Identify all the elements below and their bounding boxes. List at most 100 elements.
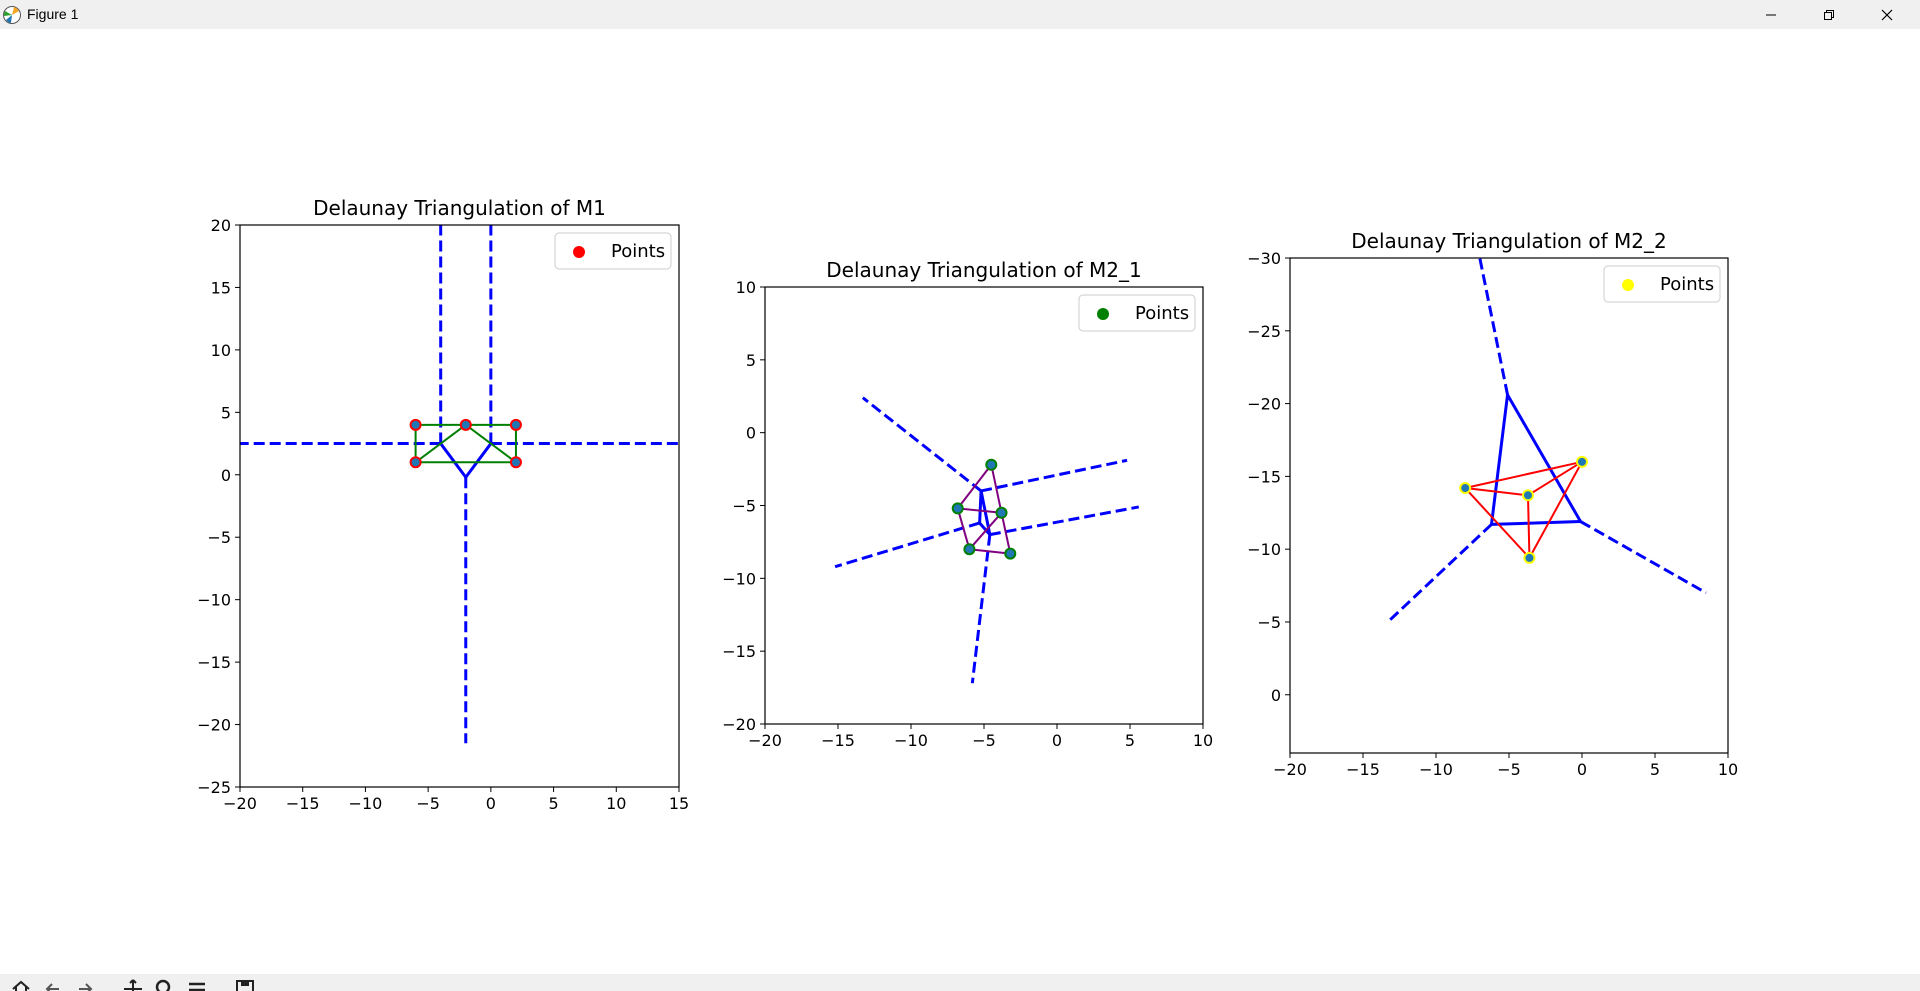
y-tick-label: −20	[722, 715, 756, 734]
legend: Points	[554, 232, 672, 270]
voronoi-ridge-infinite	[1579, 520, 1707, 595]
delaunay-edge	[1528, 461, 1583, 559]
restore-button[interactable]	[1800, 0, 1858, 29]
y-tick-label: 0	[746, 424, 756, 443]
delaunay-edge	[956, 464, 993, 510]
zoom-button[interactable]	[154, 978, 176, 991]
y-tick-label: −10	[1247, 540, 1281, 559]
delaunay-edge	[1000, 512, 1012, 554]
navigation-toolbar	[0, 974, 1920, 991]
axes-frame	[239, 224, 680, 788]
x-tick-label: −20	[223, 794, 257, 813]
data-point-center	[965, 545, 974, 554]
close-button[interactable]	[1858, 0, 1916, 29]
home-button[interactable]	[10, 978, 32, 991]
y-tick-label: −25	[1247, 322, 1281, 341]
delaunay-edge	[415, 424, 467, 464]
y-tick-label: −15	[1247, 467, 1281, 486]
data-point-center	[1523, 491, 1532, 500]
back-button[interactable]	[42, 978, 64, 991]
x-tick-label: 5	[1125, 731, 1135, 750]
voronoi-ridge-finite	[464, 442, 493, 479]
legend-label: Points	[1660, 274, 1714, 295]
y-tick-label: −5	[732, 497, 756, 516]
home-icon	[12, 980, 30, 991]
x-tick-label: 0	[486, 794, 496, 813]
chart-m22: −20 −15 −10 −5 0 5 10 −30 −25 −20 −15 −10 −5 0 Delauna…	[1247, 229, 1738, 779]
data-point-center	[461, 420, 470, 429]
x-tick-label: 5	[1650, 760, 1660, 779]
delaunay-edge	[990, 464, 1003, 513]
delaunay-edge	[1464, 460, 1583, 490]
delaunay-edge	[957, 507, 1002, 514]
data-point-center	[1578, 457, 1586, 466]
close-icon	[1881, 9, 1893, 20]
voronoi-ridge-finite	[1489, 520, 1583, 526]
y-tick-label: 10	[211, 341, 231, 360]
data-point-center	[411, 458, 420, 467]
configure-button[interactable]	[186, 978, 208, 991]
x-tick-label: 10	[1193, 731, 1213, 750]
voronoi-ridge-infinite	[861, 396, 983, 493]
data-point-center	[997, 508, 1006, 517]
zoom-icon	[155, 979, 171, 991]
x-tick-label: −15	[821, 731, 855, 750]
x-tick-label: 10	[1718, 760, 1738, 779]
y-tick-label: −25	[197, 778, 231, 797]
voronoi-ridge-infinite	[834, 521, 981, 569]
y-tick-label: −5	[207, 528, 231, 547]
save-icon	[236, 980, 254, 991]
forward-button[interactable]	[74, 978, 96, 991]
x-tick-label: −10	[894, 731, 928, 750]
y-tick-label: 15	[211, 278, 231, 297]
legend-box	[554, 232, 672, 270]
plot-area	[834, 396, 1140, 684]
save-button[interactable]	[234, 978, 256, 991]
forward-icon	[79, 983, 93, 991]
voronoi-ridge-infinite	[970, 534, 992, 684]
y-tick-label: 5	[221, 403, 231, 422]
window-titlebar: Figure 1	[0, 0, 1920, 29]
data-point-center	[1525, 553, 1534, 562]
y-tick-label: −20	[1247, 395, 1281, 414]
legend-marker	[573, 246, 585, 258]
y-tick-label: −20	[197, 716, 231, 735]
pan-button[interactable]	[122, 978, 144, 991]
restore-icon	[1824, 9, 1834, 20]
y-tick-label: 5	[746, 351, 756, 370]
y-tick-label: −15	[722, 642, 756, 661]
x-tick-label: −20	[1273, 760, 1307, 779]
data-point-center	[511, 420, 520, 429]
window-title: Figure 1	[27, 6, 79, 22]
voronoi-ridge-finite	[1489, 393, 1510, 526]
voronoi-ridge-infinite	[1386, 523, 1493, 624]
x-tick-label: −5	[1497, 760, 1521, 779]
voronoi-ridge-infinite	[980, 458, 1128, 493]
delaunay-edge	[1526, 495, 1531, 558]
voronoi-ridge-infinite	[989, 505, 1140, 537]
legend-label: Points	[611, 241, 665, 262]
chart-m1: −20 −15 −10 −5 0 5 10 15−25−20−15−10−505101520D…	[197, 196, 689, 813]
pan-icon	[124, 979, 142, 991]
y-tick-label: −10	[722, 569, 756, 588]
y-tick-label: −30	[1247, 249, 1281, 268]
chart-title: Delaunay Triangulation of M2_1	[826, 258, 1142, 282]
y-tick-label: −10	[197, 591, 231, 610]
x-tick-label: 0	[1052, 731, 1062, 750]
legend-marker	[1622, 279, 1634, 291]
delaunay-edge	[1464, 487, 1531, 559]
minimize-button[interactable]	[1742, 0, 1800, 29]
legend: Points	[1078, 294, 1196, 332]
data-point-center	[511, 458, 520, 467]
delaunay-edge	[956, 508, 971, 550]
back-icon	[45, 983, 59, 991]
x-tick-label: −15	[286, 794, 320, 813]
x-tick-label: −20	[748, 731, 782, 750]
delaunay-edge	[969, 548, 1011, 555]
voronoi-ridge-finite	[1506, 393, 1583, 524]
data-point-center	[411, 420, 420, 429]
matplotlib-logo-icon	[3, 6, 21, 24]
legend: Points	[1603, 265, 1721, 303]
y-tick-label: 0	[221, 466, 231, 485]
x-tick-label: 0	[1577, 760, 1587, 779]
